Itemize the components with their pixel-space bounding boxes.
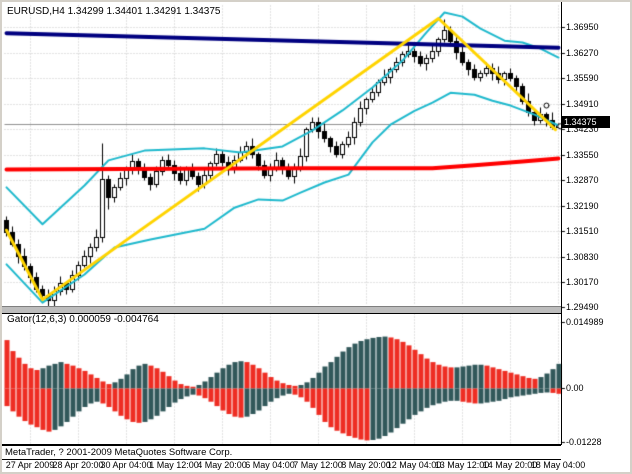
- symbol-title: EURUSD,H4 1.34299 1.34401 1.34291 1.3437…: [7, 6, 221, 17]
- time-tick-label: 6 May 04:00: [245, 460, 295, 470]
- current-price-box: 1.34375: [562, 116, 610, 128]
- time-tick-label: 18 May 04:00: [530, 460, 586, 470]
- time-tick-label: 7 May 12:00: [293, 460, 343, 470]
- time-tick-label: 30 Apr 04:00: [100, 460, 152, 470]
- time-tick-label: 27 Apr 2009: [5, 460, 55, 470]
- indicator-label: Gator(12,6,3) 0.000059 -0.004764: [7, 314, 159, 325]
- time-tick-label: 13 May 12:00: [434, 460, 490, 470]
- indicator-panel-border: [2, 444, 562, 445]
- time-tick-label: 28 Apr 20:00: [52, 460, 104, 470]
- time-tick-label: 8 May 20:00: [341, 460, 391, 470]
- time-axis[interactable]: 27 Apr 2009 28 Apr 20:00 30 Apr 04:00 1 May…: [2, 458, 630, 472]
- panel-splitter[interactable]: [2, 306, 562, 314]
- time-tick-label: 14 May 20:00: [482, 460, 538, 470]
- copyright-text: MetaTrader, ? 2001-2009 MetaQuotes Softw…: [5, 447, 233, 458]
- price-axis-line: [561, 2, 562, 445]
- time-tick-label: 4 May 20:00: [197, 460, 247, 470]
- copyright-strip: MetaTrader, ? 2001-2009 MetaQuotes Softw…: [2, 445, 561, 460]
- time-tick-label: 12 May 04:00: [386, 460, 442, 470]
- time-tick-label: 1 May 12:00: [149, 460, 199, 470]
